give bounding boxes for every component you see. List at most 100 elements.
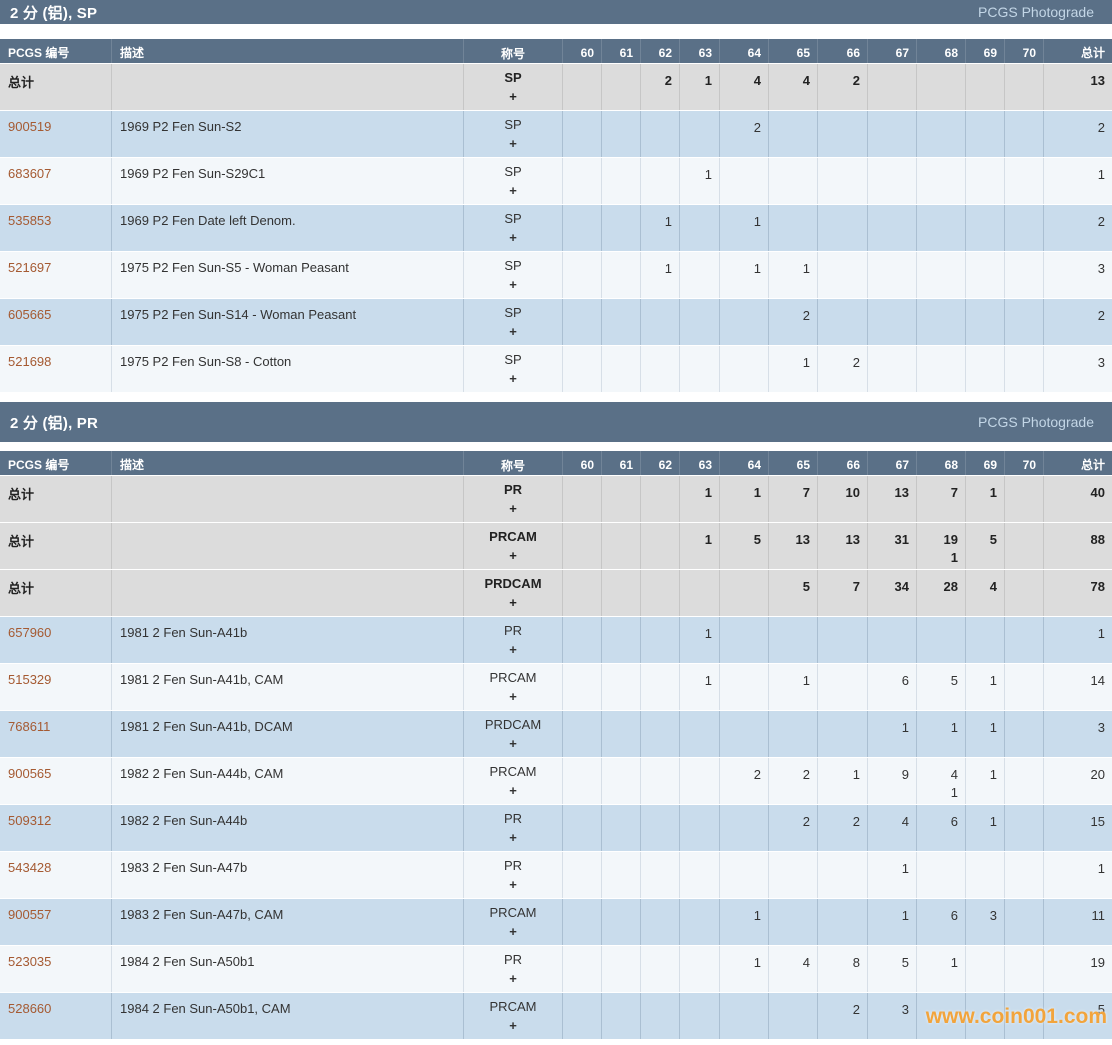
plus-designation-link[interactable]: +	[509, 924, 517, 939]
grade-count	[818, 664, 868, 710]
row-total-count: 14	[1090, 673, 1105, 688]
grade-count	[868, 111, 917, 157]
plus-designation-link[interactable]: +	[509, 830, 517, 845]
table-row: 900557 1983 2 Fen Sun-A47b, CAM PRCAM +1 1 6 3…	[0, 899, 1112, 946]
pcgs-number-link[interactable]: 535853	[0, 205, 112, 251]
designation-label: PRCAM	[489, 670, 537, 685]
grade-count: 1	[868, 711, 917, 757]
designation-label: PRCAM	[489, 764, 537, 779]
pcgs-number-link[interactable]: 768611	[0, 711, 112, 757]
pcgs-number-link[interactable]: 523035	[0, 946, 112, 992]
col-header-grade-65: 65	[769, 451, 818, 475]
designation-label: SP	[504, 258, 522, 273]
plus-designation-link[interactable]: +	[509, 877, 517, 892]
plus-designation-link[interactable]: +	[509, 736, 517, 751]
plus-designation-link[interactable]: +	[509, 324, 517, 339]
plus-designation-link[interactable]: +	[509, 783, 517, 798]
plus-designation-link[interactable]: +	[509, 595, 517, 610]
grade-count: 4	[769, 64, 818, 110]
grade-count	[602, 346, 641, 392]
pcgs-number-link[interactable]: 657960	[0, 617, 112, 663]
grade-count: 4	[868, 805, 917, 851]
plus-designation-link[interactable]: +	[509, 501, 517, 516]
designation-cell: SP +	[464, 205, 563, 251]
grade-count: 4 1	[917, 758, 966, 804]
grade-count	[1005, 299, 1044, 345]
row-total-count: 20	[1090, 767, 1105, 782]
section-title: 2 分 (铝), SP	[10, 4, 98, 22]
pcgs-number-link[interactable]: 509312	[0, 805, 112, 851]
grade-count	[966, 158, 1005, 204]
plus-designation-link[interactable]: +	[509, 548, 517, 563]
grade-count: 1	[680, 158, 720, 204]
grade-count	[602, 805, 641, 851]
designation-cell: SP +	[464, 299, 563, 345]
designation-label: SP	[504, 211, 522, 226]
plus-designation-link[interactable]: +	[509, 89, 517, 104]
grade-count	[917, 158, 966, 204]
grade-count	[1005, 993, 1044, 1039]
pcgs-number-link[interactable]: 521698	[0, 346, 112, 392]
plus-designation-link[interactable]: +	[509, 642, 517, 657]
grade-count	[680, 805, 720, 851]
designation-label: SP	[504, 70, 522, 85]
pcgs-number-link[interactable]: 515329	[0, 664, 112, 710]
row-total-count: 1	[1097, 861, 1105, 876]
grade-count	[966, 111, 1005, 157]
plus-designation-link[interactable]: +	[509, 277, 517, 292]
pcgs-number-link[interactable]: 900557	[0, 899, 112, 945]
pcgs-number-link[interactable]: 528660	[0, 993, 112, 1039]
grade-count: 4	[720, 64, 769, 110]
plus-designation-link[interactable]: +	[509, 183, 517, 198]
grade-count: 2	[818, 805, 868, 851]
designation-label: SP	[504, 352, 522, 367]
grade-count: 7	[818, 570, 868, 616]
col-header-grade-61: 61	[602, 39, 641, 63]
total-label: 总计	[0, 476, 112, 522]
row-total-count: 5	[1097, 1002, 1105, 1017]
row-total-count: 3	[1097, 720, 1105, 735]
grade-count	[966, 946, 1005, 992]
col-header-grade-67: 67	[868, 39, 917, 63]
plus-designation-link[interactable]: +	[509, 371, 517, 386]
plus-designation-link[interactable]: +	[509, 971, 517, 986]
grade-count: 1	[680, 476, 720, 522]
photograde-link[interactable]: PCGS Photograde	[978, 414, 1094, 430]
pcgs-number-link[interactable]: 605665	[0, 299, 112, 345]
grade-count	[1005, 252, 1044, 298]
row-total-count: 11	[1091, 908, 1106, 923]
grade-count	[1005, 617, 1044, 663]
grade-count	[563, 64, 602, 110]
grade-count: 5	[917, 664, 966, 710]
grade-count	[769, 899, 818, 945]
pcgs-number-link[interactable]: 900565	[0, 758, 112, 804]
section-header-bar: 2 分 (铝), PR PCGS Photograde	[0, 402, 1112, 442]
grade-count: 2	[769, 805, 818, 851]
table-row: 509312 1982 2 Fen Sun-A44b PR +2 2 4 6 1 15	[0, 805, 1112, 852]
coin-description	[112, 476, 464, 522]
pcgs-number-link[interactable]: 900519	[0, 111, 112, 157]
grade-count: 1	[680, 617, 720, 663]
grade-count	[1005, 158, 1044, 204]
pcgs-number-link[interactable]: 543428	[0, 852, 112, 898]
plus-designation-link[interactable]: +	[509, 230, 517, 245]
plus-designation-link[interactable]: +	[509, 136, 517, 151]
col-header-grade-61: 61	[602, 451, 641, 475]
grade-count: 1	[680, 523, 720, 569]
col-header-grade-64: 64	[720, 451, 769, 475]
grade-count: 5	[966, 523, 1005, 569]
pcgs-number-link[interactable]: 683607	[0, 158, 112, 204]
designation-cell: SP +	[464, 158, 563, 204]
grade-count	[602, 664, 641, 710]
row-total-count: 78	[1090, 579, 1105, 594]
grade-count	[966, 64, 1005, 110]
grade-count	[1005, 758, 1044, 804]
grade-count	[641, 523, 680, 569]
photograde-link[interactable]: PCGS Photograde	[978, 4, 1094, 20]
grade-count	[563, 899, 602, 945]
plus-designation-link[interactable]: +	[509, 1018, 517, 1033]
plus-designation-link[interactable]: +	[509, 689, 517, 704]
pcgs-number-link[interactable]: 521697	[0, 252, 112, 298]
row-total-count: 15	[1090, 814, 1105, 829]
grade-count	[641, 993, 680, 1039]
